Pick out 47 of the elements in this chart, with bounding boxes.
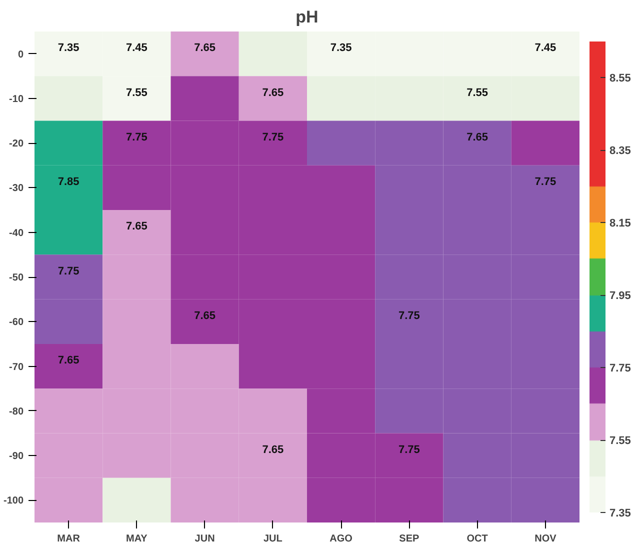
y-tick-label: -10	[9, 94, 24, 105]
annotation: 7.65	[58, 354, 80, 367]
annotation: 7.75	[126, 131, 148, 144]
annotation: 7.55	[466, 86, 488, 99]
x-tick-label: JUL	[263, 534, 282, 544]
x-tick-label: OCT	[466, 534, 488, 544]
y-tick-label: -20	[9, 138, 24, 150]
annotation: 7.75	[262, 131, 284, 144]
x-tick-label: SEP	[399, 534, 420, 544]
x-tick-label: NOV	[534, 534, 557, 544]
color-bar-label: 8.55	[610, 72, 631, 85]
x-tick-label: AGO	[330, 534, 353, 544]
x-tick-label: MAY	[126, 534, 148, 544]
chart-title: pH	[296, 8, 318, 26]
y-tick-label: -80	[9, 406, 24, 418]
x-tick-label: MAR	[57, 534, 81, 544]
y-tick-label: -60	[9, 317, 24, 328]
y-tick-label: -40	[9, 228, 24, 239]
color-bar-label: 7.95	[610, 290, 631, 302]
y-tick-label: -90	[9, 451, 24, 462]
color-bar-label: 8.15	[610, 218, 631, 230]
color-bar-label: 7.75	[610, 362, 631, 375]
annotation: 7.65	[194, 42, 216, 54]
x-tick-label: JUN	[194, 534, 215, 544]
annotation: 7.45	[126, 42, 148, 54]
annotation: 7.65	[262, 444, 284, 456]
annotation: 7.35	[330, 42, 352, 54]
color-bar-label: 7.55	[610, 435, 631, 448]
annotation: 7.35	[58, 42, 80, 54]
annotation: 7.75	[58, 265, 80, 278]
annotation: 7.85	[58, 176, 80, 188]
annotation: 7.65	[194, 310, 216, 322]
annotation: 7.65	[262, 86, 284, 99]
annotation: 7.55	[126, 86, 148, 99]
annotation: 7.75	[398, 444, 420, 456]
y-tick-label: -70	[9, 362, 24, 373]
annotation: 7.65	[126, 220, 148, 233]
y-tick-label: -100	[3, 496, 24, 507]
color-bar-label: 8.35	[610, 145, 631, 158]
annotation: 7.45	[534, 42, 556, 54]
annotation: 7.75	[534, 176, 556, 188]
y-tick-label: -50	[9, 272, 24, 284]
color-bar-label: 7.35	[610, 508, 631, 520]
annotation: 7.75	[398, 310, 420, 322]
y-tick-label: 0	[18, 49, 24, 60]
y-tick-label: -30	[9, 183, 24, 194]
annotation: 7.65	[466, 131, 488, 144]
